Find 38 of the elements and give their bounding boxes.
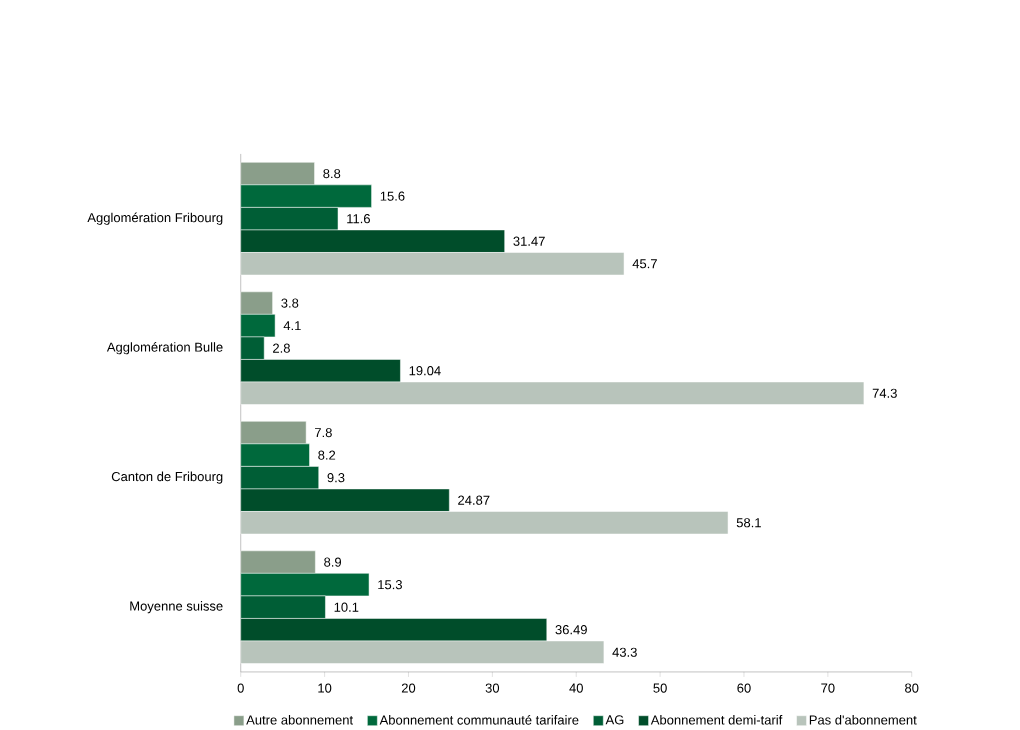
data-label: 24.87 [458,495,490,505]
y-tick-label: Canton de Fribourg [111,471,223,484]
x-tick-label: 40 [569,683,583,693]
data-label: 8.8 [323,168,341,178]
x-tick-label: 10 [318,683,332,693]
data-label: 9.3 [327,472,345,483]
data-label: 43.3 [612,647,637,657]
legend-label: Pas d'abonnement [809,714,917,725]
data-label: 2.8 [273,343,290,353]
data-label: 74.3 [872,388,897,398]
x-tick-label: 60 [737,683,751,693]
legend-label: Abonnement demi-tarif [650,714,783,725]
y-tick-label: Moyenne suisse [130,600,223,614]
y-tick-label: Agglomération Fribourg [87,212,223,225]
data-label: 4.1 [283,320,301,330]
data-label: 3.8 [281,298,299,308]
data-label: 45.7 [632,258,657,269]
x-tick-label: 0 [237,683,244,693]
x-tick-label: 30 [485,683,500,693]
data-label: 7.8 [315,427,332,437]
data-label: 19.04 [409,365,441,376]
data-label: 36.49 [555,624,587,635]
x-tick-label: 80 [905,683,919,693]
legend-label: AG [605,714,624,725]
legend-label: Abonnement communauté tarifaire [379,714,579,725]
data-label: 58.1 [736,517,761,528]
data-label: 15.6 [380,191,405,201]
legend-label: Autre abonnement [246,714,353,725]
data-label: 10.1 [334,602,359,612]
x-tick-label: 20 [401,683,416,693]
data-label: 8.2 [318,450,336,460]
data-label: 11.6 [347,213,370,224]
x-tick-label: 70 [821,683,835,693]
data-label: 15.3 [378,579,402,590]
data-label: 31.47 [513,236,545,246]
x-tick-label: 50 [653,683,667,693]
y-tick-label: Agglomération Bulle [106,341,223,355]
data-label: 8.9 [324,557,342,567]
